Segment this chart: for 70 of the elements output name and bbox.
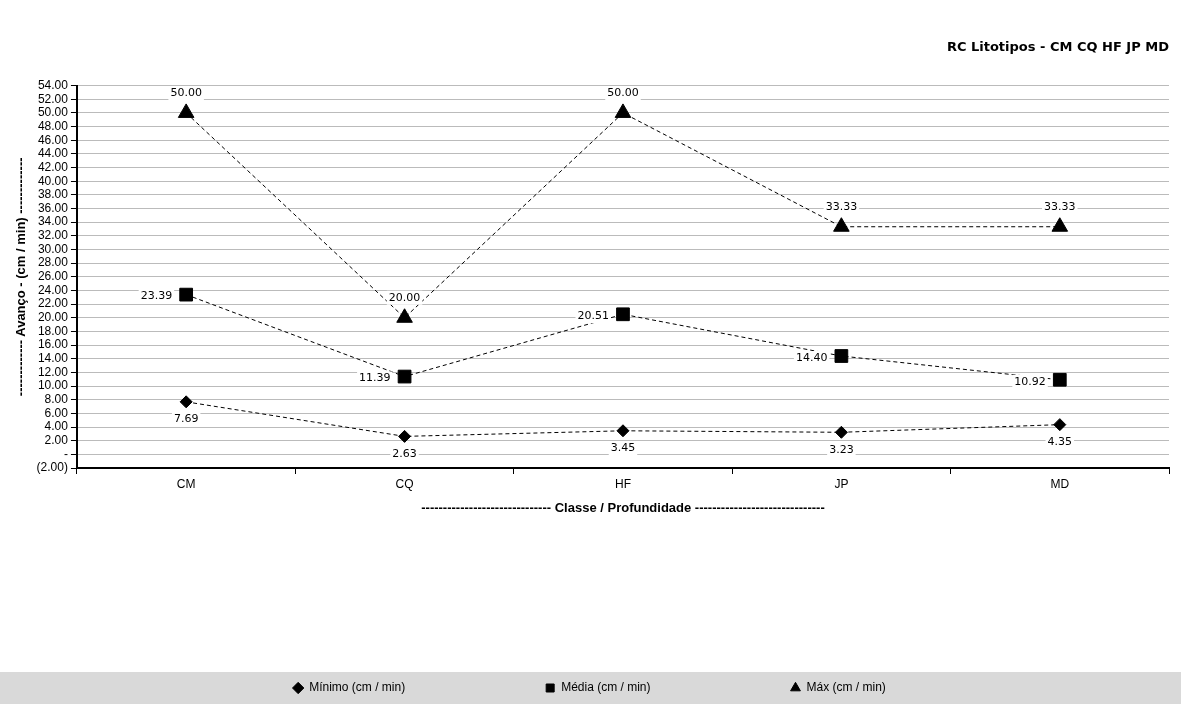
point: [179, 287, 194, 302]
y-tick-label: -: [63, 446, 68, 461]
y-tick-label: 12.00: [37, 364, 69, 379]
legend-label: Máx (cm / min): [806, 680, 886, 695]
x-tick-label: MD: [1050, 476, 1070, 491]
x-tick-label: CM: [176, 476, 196, 491]
x-tick-label: CQ: [395, 476, 414, 491]
y-tick-label: 44.00: [37, 146, 69, 161]
point: [616, 307, 630, 322]
y-tick-label: 2.00: [44, 433, 69, 447]
y-tick-label: 4.00: [44, 419, 69, 434]
point: [1051, 217, 1069, 232]
y-tick-label: 28.00: [37, 255, 69, 270]
y-tick-label: 6.00: [44, 405, 69, 420]
point: [834, 349, 849, 363]
y-tick-label: 46.00: [37, 132, 69, 147]
y-tick-label: 48.00: [37, 118, 69, 133]
data-label: 33.33: [1044, 200, 1076, 214]
data-label: 11.39: [359, 371, 391, 385]
point: [398, 429, 412, 443]
data-label: 14.40: [795, 350, 828, 364]
y-tick-label: 54.00: [37, 77, 69, 92]
data-label: 50.00: [170, 86, 202, 100]
point: [1053, 418, 1067, 432]
y-tick-label: 40.00: [37, 173, 69, 188]
y-tick-label: 42.00: [37, 159, 69, 174]
chart-title: RC Litotipos - CM CQ HF JP MD: [946, 39, 1170, 55]
y-tick-label: 8.00: [44, 392, 69, 407]
y-tick-label: 36.00: [37, 200, 69, 215]
data-label: 20.51: [577, 309, 609, 323]
y-tick-label: 16.00: [37, 337, 69, 352]
y-tick-label: 50.00: [37, 105, 69, 120]
y-tick-label: 34.00: [37, 214, 69, 229]
data-label: 4.35: [1047, 435, 1073, 448]
y-tick-label: 18.00: [37, 323, 69, 338]
y-tick-label: (2.00): [36, 460, 68, 475]
x-axis-title: ------------------------------ Classe / Profundidade ------------------------------: [421, 499, 825, 515]
y-tick-label: 30.00: [37, 241, 69, 256]
data-label: 20.00: [388, 291, 421, 305]
y-axis-title: ------------- Avanço - (cm / min) -------------: [13, 157, 29, 397]
y-tick-label: 26.00: [37, 269, 69, 284]
point: [614, 103, 632, 118]
point: [834, 425, 848, 439]
point: [397, 369, 412, 384]
data-label: 7.69: [173, 412, 199, 426]
y-tick-label: 24.00: [37, 282, 69, 297]
data-label: 3.23: [829, 442, 854, 456]
data-label: 2.63: [392, 446, 417, 460]
data-label: 3.45: [610, 441, 636, 455]
y-tick-label: 22.00: [37, 296, 69, 311]
point: [1052, 372, 1067, 387]
y-tick-label: 14.00: [37, 351, 69, 366]
point: [177, 103, 195, 118]
point: [179, 395, 193, 409]
legend-label: Mínimo (cm / min): [309, 680, 406, 695]
point: [833, 217, 850, 232]
data-label: 50.00: [607, 86, 639, 100]
point: [396, 308, 413, 323]
y-tick-label: 20.00: [37, 310, 69, 325]
data-label: 23.39: [140, 289, 173, 303]
data-label: 10.92: [1014, 374, 1046, 388]
y-tick-label: 10.00: [37, 378, 69, 393]
y-tick-label: 52.00: [37, 91, 69, 106]
x-tick-label: JP: [834, 476, 849, 491]
y-tick-label: 38.00: [37, 187, 69, 202]
point: [616, 424, 630, 438]
legend-label: Média (cm / min): [561, 680, 651, 695]
x-tick-label: HF: [614, 476, 631, 491]
data-label: 33.33: [825, 200, 858, 214]
y-tick-label: 32.00: [37, 228, 69, 243]
